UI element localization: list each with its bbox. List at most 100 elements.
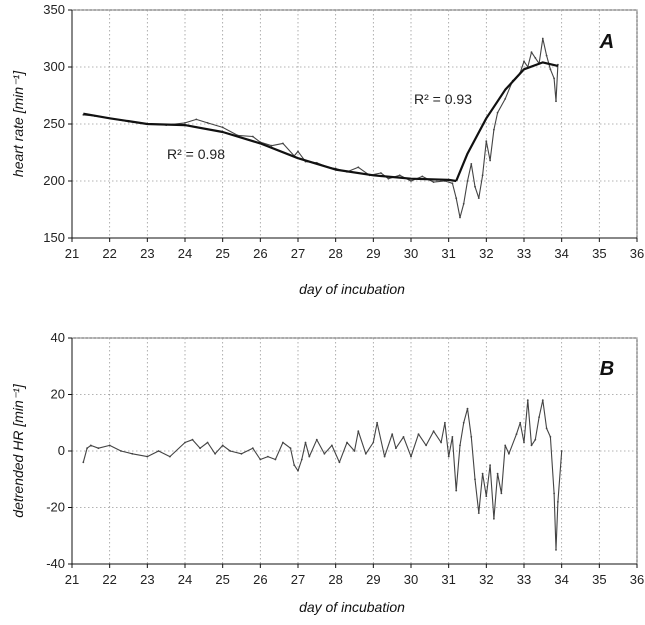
panel-a-x-tick-label: 35 [592,246,606,261]
panel-a-x-tick-label: 28 [328,246,342,261]
panel-a-data-point [459,216,461,219]
panel-b-data-point [221,444,224,447]
panel-b-data-point [372,441,375,444]
panel-a-axes: 21 22 23 24 25 26 27 28 29 30 31 32 33 34 35 36 150 200 25… [43,2,644,261]
panel-b-x-tick-label: 30 [404,572,418,587]
panel-b-data-point [293,464,296,466]
panel-a-x-tick-label: 25 [215,246,229,261]
panel-a-data-point [549,68,552,71]
panel-a-data-point [432,181,435,184]
panel-b-data-point [523,441,525,444]
panel-a-y-tick-label: 250 [43,116,65,131]
panel-b-data-point [157,450,160,452]
panel-b-data-point [493,517,495,520]
panel-a-x-tick-label: 27 [291,246,305,261]
panel-b-x-tick-label: 36 [630,572,644,587]
panel-a-x-tick-label: 26 [253,246,267,261]
panel-a-data-point [251,135,254,138]
panel-b-data-point [553,492,555,495]
panel-b-data-point [504,444,507,447]
panel-a-x-tick-label: 30 [404,246,418,261]
panel-b-data-point [267,455,269,458]
panel-b-data-point [229,450,232,452]
panel-b-data-point [131,452,134,455]
panel-a-data-point [541,37,544,40]
panel-b-x-tick-label: 22 [102,572,116,587]
panel-b-data-point [489,464,491,466]
panel-a-data-point [380,172,382,174]
panel-a-data-point [466,180,469,182]
panel-b-data-point [402,436,405,438]
panel-b-y-tick-label: -20 [46,500,65,515]
panel-b-x-tick-label: 25 [215,572,229,587]
panel-a-x-tick-label: 29 [366,246,380,261]
panel-b-data-point [481,472,484,475]
panel-a-series-fit-2 [455,61,559,182]
panel-b-x-tick-label: 24 [178,572,192,587]
panel-b-data-point [549,436,552,438]
panel-a-data-point [504,98,507,100]
panel-b-data-point [315,438,318,441]
panel-a-x-axis-title: day of incubation [299,281,405,297]
panel-b-data-point [206,441,209,444]
panel-a-r2-left: R² = 0.98 [167,146,225,162]
panel-b-data-point [199,447,202,450]
panel-a-data-point [421,175,424,178]
panel-b-data-point [530,444,533,447]
panel-b-data-point [259,458,262,461]
panel-a-data-point [474,185,476,188]
panel-b-data-point [274,458,277,461]
panel-b-x-tick-label: 33 [517,572,531,587]
panel-a-data-point [398,174,401,177]
panel-b-x-tick-label: 35 [592,572,606,587]
panel-a-r2-right: R² = 0.93 [414,91,472,107]
panel-a-data-point [553,77,555,80]
panel-b-data-point [485,495,488,498]
panel-b-data-point [447,455,450,458]
panel-a-x-tick-label: 31 [441,246,455,261]
panel-b-data-point [353,450,356,452]
panel-a-data-point [357,166,360,169]
panel-b-data-point [545,427,548,430]
panel-a-data-point [387,177,390,180]
panel-b-data-point [474,478,476,481]
panel-b-data-point [346,441,348,444]
panel-a-data-point [534,57,537,59]
panel-b-series-residual-0 [82,399,563,551]
panel-b-x-tick-label: 29 [366,572,380,587]
panel-b-y-tick-label: 20 [51,387,65,402]
panel-b-data-point [297,469,299,472]
panel-a-letter: A [599,31,614,53]
panel-b-y-tick-label: 0 [58,443,65,458]
panel-a-data-point [462,202,465,205]
panel-a-x-tick-label: 21 [65,246,79,261]
panel-b-x-axis-title: day of incubation [299,599,405,615]
panel-b-x-tick-label: 28 [328,572,342,587]
panel-b-axes: 21 22 23 24 25 26 27 28 29 30 31 32 33 34 35 36 -40 -20 0 2… [46,330,644,587]
panel-b-data-point [455,489,458,492]
panel-a-chart: 21 22 23 24 25 26 27 28 29 30 31 32 33 34 35 36 150 200 25… [10,2,644,297]
panel-a-data-point [481,174,484,177]
panel-b-data-point [97,447,100,450]
panel-b-data-point [477,512,480,514]
panel-a-data-point [270,144,273,147]
panel-b-data-point [184,441,186,444]
panel-b-data-point [519,421,522,424]
panel-b-x-tick-label: 26 [253,572,267,587]
panel-b-data-point [376,421,378,424]
panel-b-data-point [120,450,122,452]
panel-b-data-point [538,416,540,418]
panel-a-data-point [297,150,299,153]
panel-b-data-point [169,455,171,458]
panel-b-series [82,399,563,551]
panel-a-x-tick-label: 34 [554,246,568,261]
panel-a-y-tick-label: 350 [43,2,65,17]
panel-b-data-point [289,447,292,450]
panel-b-data-point [323,452,326,455]
panel-b-data-point [417,433,420,435]
panel-a-y-tick-label: 300 [43,59,65,74]
panel-a-y-axis-title: heart rate [min⁻¹] [10,70,26,177]
panel-a-x-tick-label: 32 [479,246,493,261]
panel-b-x-tick-label: 34 [554,572,568,587]
